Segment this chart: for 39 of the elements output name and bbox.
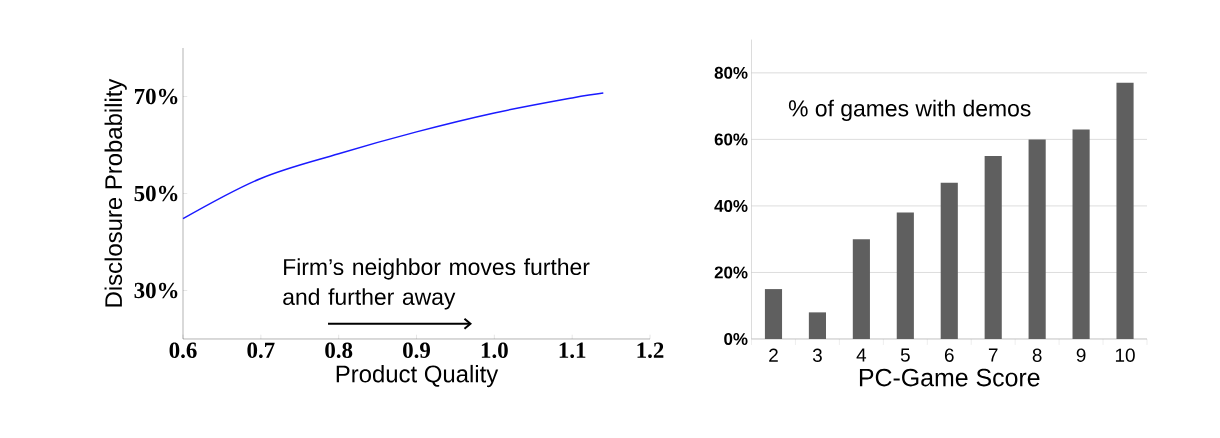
y-tick-label: 80%: [714, 66, 748, 79]
bar: [1072, 129, 1090, 339]
y-tick-label: 50%: [134, 185, 178, 202]
bar: [764, 289, 783, 339]
x-tick-label: 5: [900, 348, 910, 362]
x-tick-label: 0.8: [325, 342, 353, 359]
y-tick-label: 30%: [134, 282, 178, 299]
bar: [808, 312, 826, 339]
x-tick-label: 0.6: [169, 342, 197, 359]
bar: [852, 239, 870, 339]
x-tick-label: 1.1: [559, 342, 586, 358]
bar: [896, 212, 914, 339]
y-tick-label: 70%: [134, 88, 178, 105]
x-tick-label: 1.0: [481, 342, 508, 359]
x-tick-label: 1.2: [637, 342, 664, 359]
x-tick-label: 6: [944, 348, 954, 362]
y-tick-label: 40%: [714, 199, 748, 212]
bar: [1028, 139, 1046, 339]
x-tick-label: 10: [1115, 348, 1135, 362]
x-tick-label: 0.7: [247, 342, 275, 359]
x-tick-label: 2: [769, 348, 778, 362]
annotation: % of games with demos: [788, 99, 1031, 122]
x-tick-label: 3: [812, 348, 822, 362]
annotation: Firm’s neighbor moves further and further away: [283, 258, 590, 310]
x-tick-label: 7: [988, 348, 998, 362]
y-tick-label: 20%: [714, 266, 748, 279]
bar: [940, 182, 958, 339]
x-tick-label: 4: [856, 348, 867, 362]
y-axis-title: Disclosure Probability: [104, 78, 127, 307]
x-tick-label: 9: [1076, 348, 1086, 362]
y-tick-label: 0%: [724, 332, 748, 345]
line-series: [182, 92, 605, 220]
bar: [984, 156, 1002, 339]
bar: [1116, 82, 1134, 339]
x-axis-title: Product Quality: [336, 364, 499, 388]
y-tick-label: 60%: [714, 133, 748, 146]
x-axis-title: PC-Game Score: [859, 368, 1040, 387]
x-tick-label: 8: [1032, 348, 1042, 362]
x-tick-label: 0.9: [403, 342, 430, 359]
